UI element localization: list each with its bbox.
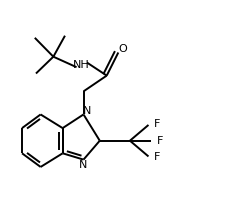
Text: O: O [118, 44, 126, 54]
Text: F: F [153, 119, 160, 129]
Text: N: N [82, 106, 91, 116]
Text: N: N [79, 160, 87, 170]
Text: F: F [153, 152, 160, 163]
Text: F: F [156, 136, 162, 146]
Text: NH: NH [73, 60, 89, 70]
